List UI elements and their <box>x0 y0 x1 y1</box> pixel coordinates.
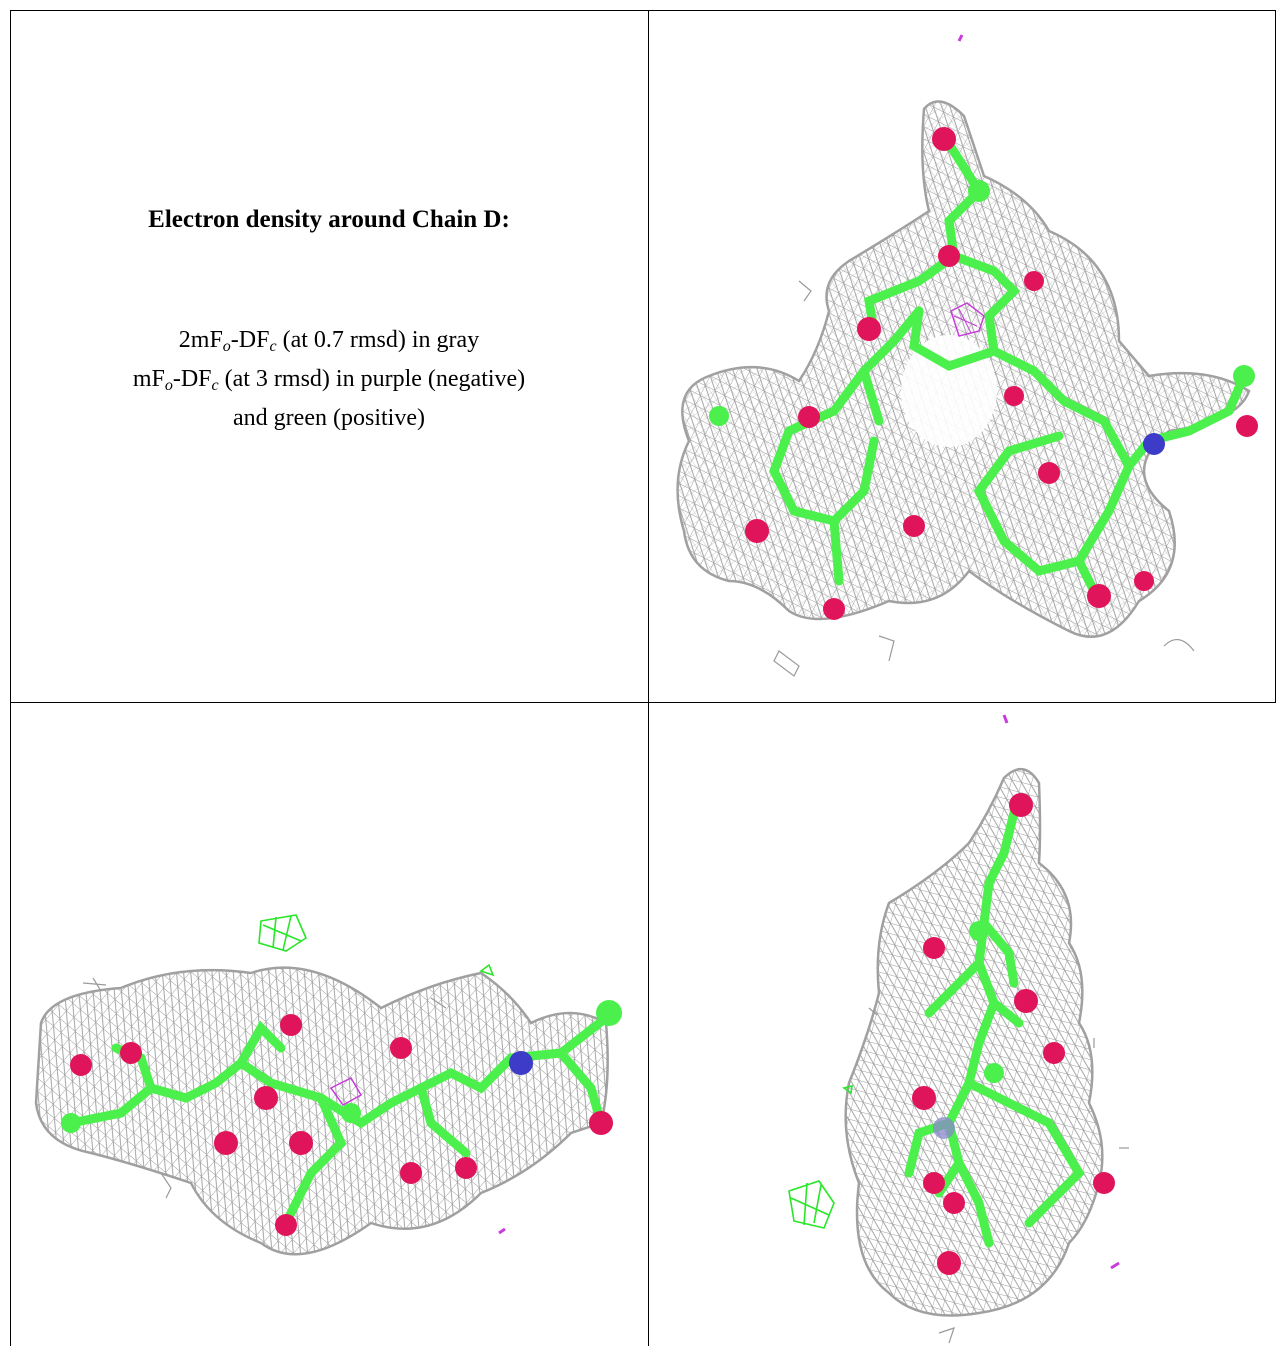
table-border-top <box>10 10 1276 11</box>
legend-diff-prefix: mF <box>132 366 165 392</box>
legend-gray-prefix: 2mF <box>178 327 223 353</box>
legend-gray-sub-c: c <box>269 338 277 355</box>
stray-mesh-fragments <box>773 280 1195 677</box>
legend-gray-sub-o: o <box>222 338 231 355</box>
legend-diff-line: mFo-DFc (at 3 rmsd) in purple (negative) <box>10 363 648 402</box>
ligand-atoms <box>709 127 1258 620</box>
figure-table: Electron density around Chain D: 2mFo-DF… <box>10 10 1276 1346</box>
table-border-left <box>10 10 11 1346</box>
legend-diff-mid: -DF <box>172 366 212 392</box>
caption-cell: Electron density around Chain D: 2mFo-DF… <box>10 10 648 702</box>
stray-mesh-fragments <box>82 977 447 1199</box>
legend-diff-sub-o: o <box>164 377 173 394</box>
positive-difference-density <box>788 1084 853 1229</box>
legend-gray-suffix: (at 0.7 rmsd) in gray <box>276 327 480 353</box>
ligand-atoms <box>912 793 1115 1275</box>
negative-difference-density <box>329 1077 506 1235</box>
caption-legend: 2mFo-DFc (at 0.7 rmsd) in gray mFo-DFc (… <box>10 324 648 435</box>
density-view-bottom-right <box>649 703 1276 1346</box>
positive-difference-density <box>258 914 495 977</box>
caption-title: Electron density around Chain D: <box>148 206 510 233</box>
density-view-top-right <box>649 11 1275 702</box>
table-border-middle <box>648 10 649 1346</box>
mesh-2fo-fc <box>844 768 1104 1317</box>
legend-diff-sub-c: c <box>211 377 219 394</box>
table-row-divider <box>10 702 1276 703</box>
legend-gray-line: 2mFo-DFc (at 0.7 rmsd) in gray <box>10 324 648 363</box>
legend-diff-suffix: (at 3 rmsd) in purple (negative) <box>218 366 526 392</box>
stray-mesh-fragments <box>868 1007 1129 1344</box>
density-view-bottom-left <box>11 703 648 1346</box>
negative-difference-density <box>950 34 985 337</box>
legend-positive-line: and green (positive) <box>233 405 425 431</box>
legend-gray-mid: -DF <box>230 327 270 353</box>
negative-difference-density <box>1002 714 1120 1270</box>
ligand-atoms <box>61 1000 622 1236</box>
mesh-2fo-fc <box>676 100 1251 638</box>
